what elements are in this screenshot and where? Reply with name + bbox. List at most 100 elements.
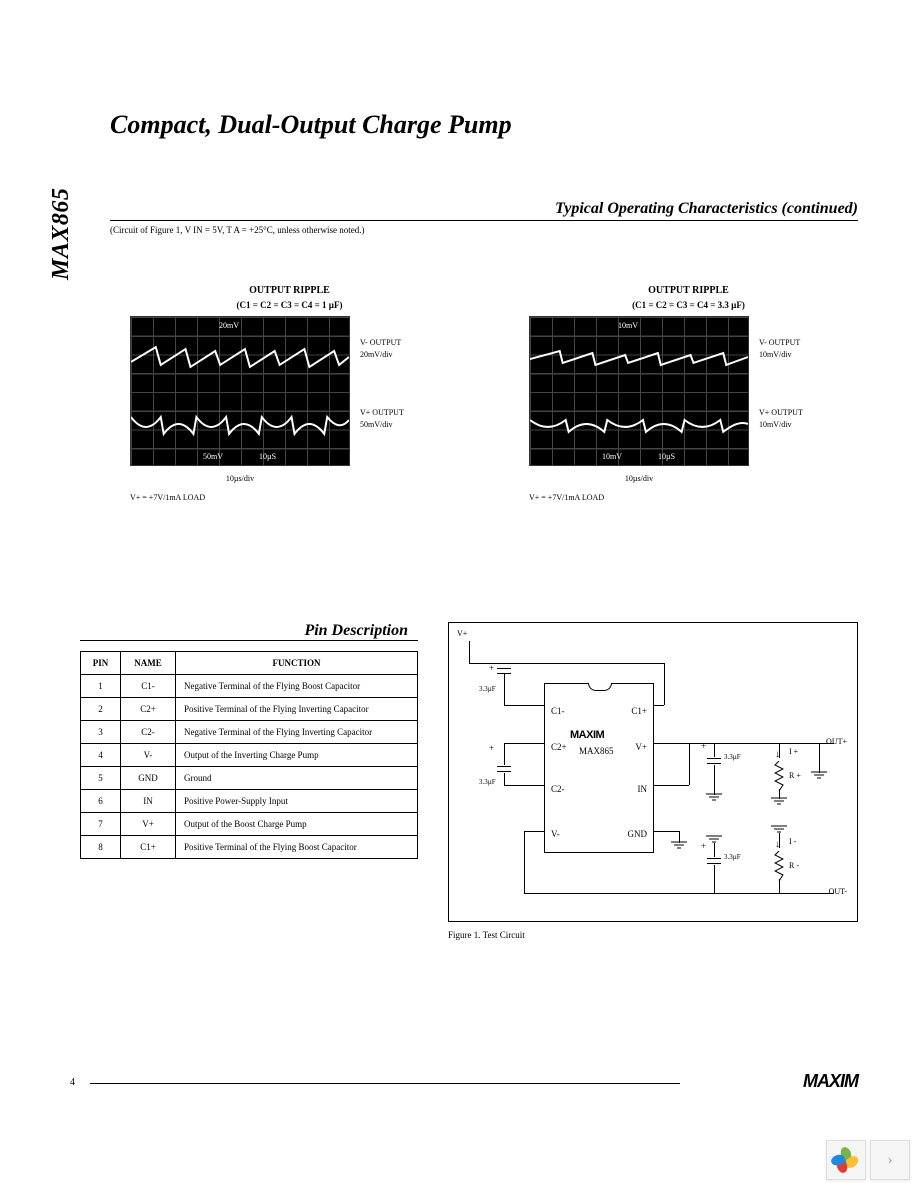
wire [469,641,470,663]
wire [654,705,664,706]
scope2-title: OUTPUT RIPPLE [519,285,858,296]
chip-brand: MAXIM [570,729,604,741]
scope1-subtitle: (C1 = C2 = C3 = C4 = 1 µF) [120,300,459,310]
gnd-symbol-4 [706,835,722,845]
pin-name: C1- [121,675,176,698]
brand-footer-logo: MAXIM [803,1071,858,1092]
current-arrow-m: ↓ [775,839,780,850]
pin-num: 7 [81,813,121,836]
chip-partnum: MAX865 [579,746,614,756]
ip-label: I + [789,747,798,756]
scope1-top-scale: 20mV/div [360,350,392,359]
wire [524,831,544,832]
wire [714,765,715,795]
gnd-symbol-2 [706,793,722,803]
wire [664,663,665,705]
pin-func: Positive Power-Supply Input [176,790,418,813]
scope2-inner-botr: 10µS [658,452,675,461]
scope1-title: OUTPUT RIPPLE [120,285,459,296]
chip-notch [588,683,612,691]
wire [504,743,505,765]
table-header-row: PIN NAME FUNCTION [81,652,418,675]
pin-num: 5 [81,767,121,790]
page-title: Compact, Dual-Output Charge Pump [110,110,858,140]
res-p [774,761,784,791]
pin-name: C1+ [121,836,176,859]
scope1-inner-botl: 50mV [203,452,223,461]
pin-num: 8 [81,836,121,859]
current-arrow-p: ↓ [775,749,780,760]
scope2-screen: 10mV 10mV 10µS [529,316,749,466]
table-row: 6 IN Positive Power-Supply Input [81,790,418,813]
table-row: 8 C1+ Positive Terminal of the Flying Bo… [81,836,418,859]
scope2-wave-vplus [530,402,748,442]
table-row: 4 V- Output of the Inverting Charge Pump [81,744,418,767]
wire [654,743,834,744]
pin-label-c1m: C1- [551,706,565,716]
pin-func: Negative Terminal of the Flying Invertin… [176,721,418,744]
scope2-subtitle: (C1 = C2 = C3 = C4 = 3.3 µF) [519,300,858,310]
wire [819,743,820,773]
scope-row: OUTPUT RIPPLE (C1 = C2 = C3 = C4 = 1 µF)… [120,285,858,502]
cap-c1-plus: + [489,663,494,673]
wire [504,743,544,744]
table-row: 1 C1- Negative Terminal of the Flying Bo… [81,675,418,698]
pin-name: GND [121,767,176,790]
wire [469,663,664,664]
scope2-top-scale: 10mV/div [759,350,791,359]
wire [504,773,505,785]
pin-label-c2m: C2- [551,784,565,794]
scope2-top-label: V- OUTPUT [759,338,800,347]
pin-name: V- [121,744,176,767]
wire [504,705,544,706]
scope2-bot-label: V+ OUTPUT [759,408,803,417]
wire [504,785,544,786]
outp-label: OUT+ [826,737,847,746]
table-row: 2 C2+ Positive Terminal of the Flying In… [81,698,418,721]
scope1-bot-scale: 50mV/div [360,420,392,429]
pin-num: 3 [81,721,121,744]
test-circuit-diagram: V+ C1- C1+ C2+ V+ C2- IN V- GND MAXIM MA… [448,622,858,922]
pin-num: 4 [81,744,121,767]
cap-c1 [497,665,511,677]
rm-label: R - [789,861,799,870]
cap-c2-val: 3.3µF [479,778,496,786]
gnd-symbol-5 [771,825,787,835]
gnd-symbol [671,841,687,851]
viewer-next-icon[interactable]: › [870,1140,910,1180]
gnd-symbol-3 [771,797,787,807]
scope2-inner-top: 10mV [618,321,638,330]
th-pin: PIN [81,652,121,675]
scope2-xaxis: 10µs/div [529,474,749,483]
wire [524,893,834,894]
scope2-inner-botl: 10mV [602,452,622,461]
wire [779,879,780,893]
cap-outp-val: 3.3µF [724,753,741,761]
pin-func: Output of the Boost Charge Pump [176,813,418,836]
wire [504,673,505,705]
cap-outp-plus: + [701,741,706,751]
figure-caption: Figure 1. Test Circuit [448,930,858,940]
scope-block-2: OUTPUT RIPPLE (C1 = C2 = C3 = C4 = 3.3 µ… [519,285,858,502]
wire [689,743,690,785]
viewer-widget: › [826,1140,910,1180]
pin-table: PIN NAME FUNCTION 1 C1- Negative Termina… [80,651,418,859]
wire [714,865,715,893]
pin-num: 6 [81,790,121,813]
scope1-screen: 20mV 50mV 10µS [130,316,350,466]
scope1-inner-botr: 10µS [259,452,276,461]
section-title-typical: Typical Operating Characteristics (conti… [110,200,858,221]
scope2-wave-vminus [530,337,748,377]
pin-and-circuit-row: Pin Description PIN NAME FUNCTION 1 C1- … [80,622,858,940]
part-number-vertical: MAX865 [48,188,75,280]
pin-label-c2p: C2+ [551,742,567,752]
cap-c2-plus: + [489,743,494,753]
pin-section-title: Pin Description [80,622,418,641]
table-row: 3 C2- Negative Terminal of the Flying In… [81,721,418,744]
pin-description-block: Pin Description PIN NAME FUNCTION 1 C1- … [80,622,418,940]
res-m [774,851,784,881]
scope1-wave-vplus [131,402,349,442]
viewer-logo-icon[interactable] [826,1140,866,1180]
pin-label-c1p: C1+ [631,706,647,716]
pin-name: C2+ [121,698,176,721]
